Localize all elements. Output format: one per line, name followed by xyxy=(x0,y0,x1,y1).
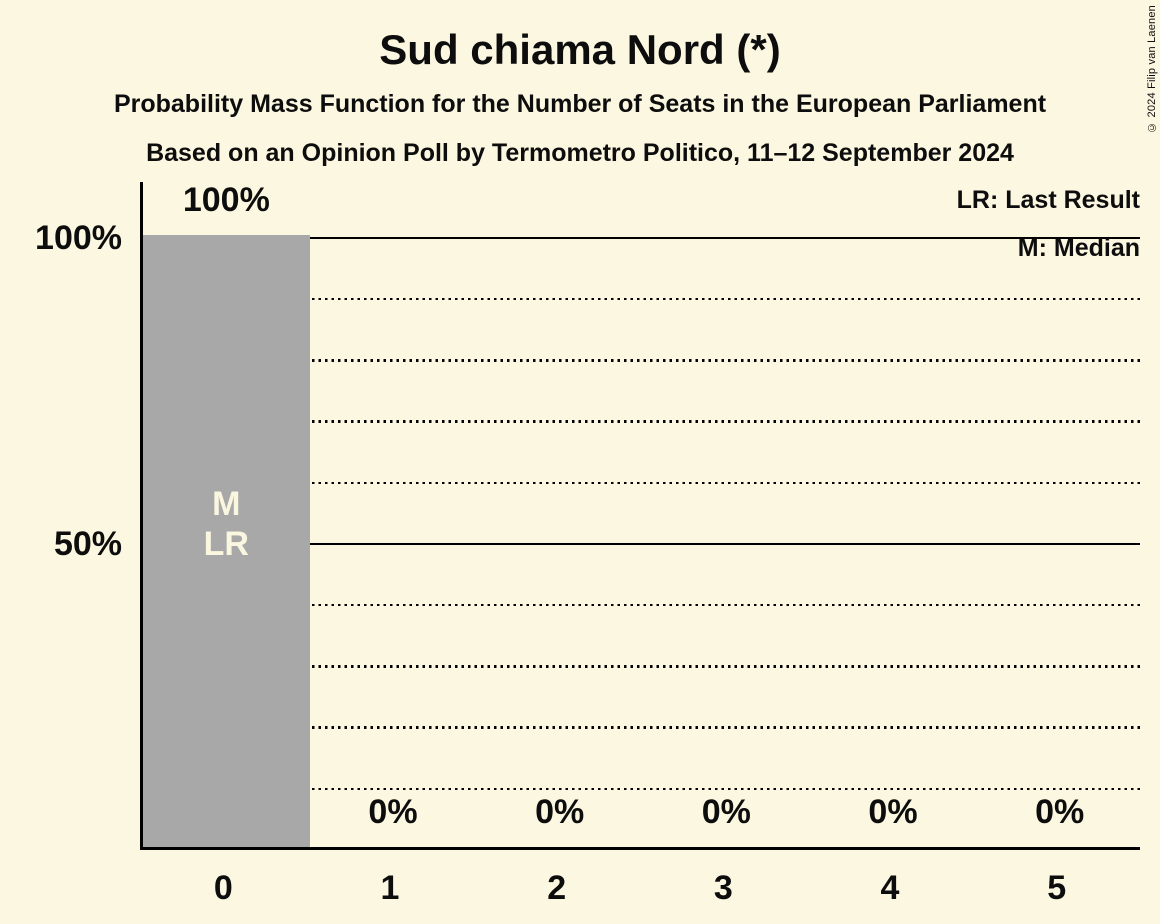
x-tick-label-2: 2 xyxy=(547,869,567,907)
legend-median: M: Median xyxy=(1017,234,1140,262)
bar-value-label-2: 0% xyxy=(535,793,585,831)
x-tick-label-4: 4 xyxy=(880,869,900,907)
gridline-40pct xyxy=(143,603,1140,607)
gridline-100pct xyxy=(143,236,1140,240)
bar-seats-0 xyxy=(143,235,310,847)
chart-subtitle: Probability Mass Function for the Number… xyxy=(113,90,1047,118)
gridline-80pct xyxy=(143,359,1140,362)
gridline-60pct xyxy=(143,481,1140,485)
gridline-50pct xyxy=(143,542,1140,546)
bar-value-label-4: 0% xyxy=(868,793,918,831)
gridline-30pct xyxy=(143,665,1140,668)
plot-area: 100% 0% 0% 0% 0% 0% M LR xyxy=(140,182,1140,850)
bar-annotation-median-lastresult: M LR xyxy=(203,485,249,563)
chart-title: Sud chiama Nord (*) xyxy=(379,26,781,73)
bar-value-label-0: 100% xyxy=(182,181,270,219)
x-tick-label-1: 1 xyxy=(380,869,400,907)
y-tick-label-100: 100% xyxy=(35,219,122,257)
y-tick-label-50: 50% xyxy=(53,525,122,563)
x-tick-label-5: 5 xyxy=(1047,869,1067,907)
gridline-10pct xyxy=(143,787,1140,791)
gridline-70pct xyxy=(143,420,1140,423)
legend-last-result: LR: Last Result xyxy=(956,186,1140,214)
bar-value-label-3: 0% xyxy=(701,793,751,831)
copyright-notice: © 2024 Filip van Laenen xyxy=(1146,5,1158,133)
x-tick-label-3: 3 xyxy=(713,869,733,907)
gridline-90pct xyxy=(143,297,1140,301)
gridline-20pct xyxy=(143,726,1140,729)
chart-source-line: Based on an Opinion Poll by Termometro P… xyxy=(146,139,1014,167)
x-tick-label-0: 0 xyxy=(213,869,233,907)
bar-value-label-5: 0% xyxy=(1035,793,1085,831)
bar-value-label-1: 0% xyxy=(368,793,418,831)
